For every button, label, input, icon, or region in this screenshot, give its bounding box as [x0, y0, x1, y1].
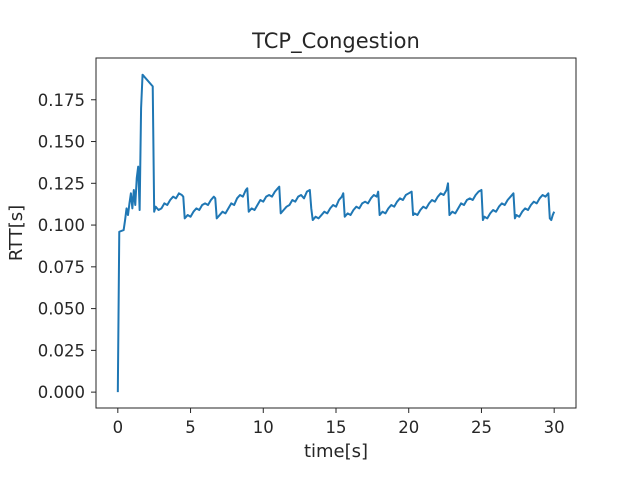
x-tick-label: 5 [185, 418, 196, 437]
x-tick-label: 30 [544, 418, 565, 437]
x-axis-label: time[s] [304, 441, 368, 462]
chart-title: TCP_Congestion [251, 29, 420, 54]
y-tick-label: 0.125 [38, 174, 85, 193]
y-tick-label: 0.075 [38, 258, 85, 277]
x-tick-label: 25 [471, 418, 492, 437]
y-tick-label: 0.025 [38, 341, 85, 360]
y-tick-label: 0.000 [38, 383, 85, 402]
y-tick-label: 0.175 [38, 91, 85, 110]
y-tick-label: 0.100 [38, 216, 85, 235]
series-line [116, 73, 556, 393]
x-tick-label: 20 [398, 418, 419, 437]
y-tick-label: 0.150 [38, 133, 85, 152]
y-tick-label: 0.050 [38, 300, 85, 319]
y-axis-label: RTT[s] [6, 205, 27, 261]
plot-area [116, 73, 556, 393]
x-axis: 0 5 10 15 20 25 30 [113, 408, 565, 437]
y-axis: 0.000 0.025 0.050 0.075 0.100 0.125 0.150 0.175 [38, 91, 96, 402]
x-tick-label: 10 [253, 418, 274, 437]
x-tick-label: 15 [326, 418, 347, 437]
x-tick-label: 0 [113, 418, 124, 437]
